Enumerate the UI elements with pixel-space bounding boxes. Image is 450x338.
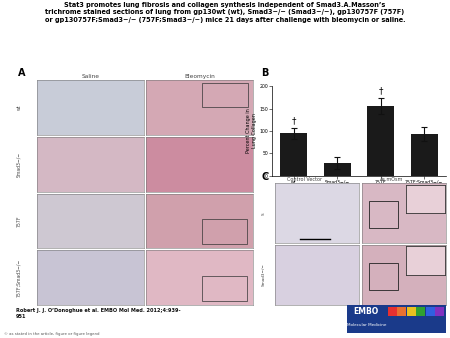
Text: EMBO: EMBO bbox=[354, 307, 379, 316]
Bar bbox=[407, 308, 416, 316]
Text: Smad3−/−: Smad3−/− bbox=[17, 152, 22, 177]
Text: Robert J. J. O’Donoghue et al. EMBO Mol Med. 2012;4:939-
951: Robert J. J. O’Donoghue et al. EMBO Mol … bbox=[16, 308, 180, 319]
Text: B: B bbox=[261, 68, 268, 78]
Text: C: C bbox=[261, 172, 268, 182]
Text: Stat3 promotes lung fibrosis and collagen synthesis independent of Smad3.A.Masso: Stat3 promotes lung fibrosis and collage… bbox=[45, 2, 405, 23]
Text: †: † bbox=[378, 87, 383, 96]
Bar bbox=[369, 263, 398, 290]
Bar bbox=[435, 308, 444, 316]
Text: As.mOsm: As.mOsm bbox=[379, 177, 403, 183]
Bar bbox=[202, 83, 248, 107]
Bar bbox=[280, 133, 307, 176]
Bar bbox=[416, 308, 425, 316]
Text: Saline: Saline bbox=[81, 74, 99, 79]
Text: 757F;Smad3−/−: 757F;Smad3−/− bbox=[17, 259, 22, 297]
Text: Bleomycin: Bleomycin bbox=[184, 74, 215, 79]
Text: Molecular Medicine: Molecular Medicine bbox=[346, 322, 386, 327]
Bar bbox=[324, 163, 351, 176]
Bar bbox=[411, 134, 438, 176]
Y-axis label: Percent Change in
Lung Collagen: Percent Change in Lung Collagen bbox=[247, 108, 257, 153]
Bar bbox=[202, 219, 247, 244]
Text: © as stated in the article, figure or figure legend: © as stated in the article, figure or fi… bbox=[4, 332, 100, 336]
Bar bbox=[202, 276, 247, 300]
Bar bbox=[388, 308, 397, 316]
Bar bbox=[397, 308, 406, 316]
Text: Smad3−/−: Smad3−/− bbox=[262, 264, 266, 287]
Bar bbox=[426, 308, 435, 316]
Text: A: A bbox=[18, 68, 26, 78]
Text: S: S bbox=[262, 212, 266, 215]
Text: 757F: 757F bbox=[17, 215, 22, 227]
Text: †: † bbox=[291, 116, 296, 125]
Text: wt: wt bbox=[17, 105, 22, 111]
Bar bbox=[369, 201, 398, 228]
Bar bbox=[367, 106, 394, 176]
Text: Control Vector: Control Vector bbox=[287, 177, 322, 183]
